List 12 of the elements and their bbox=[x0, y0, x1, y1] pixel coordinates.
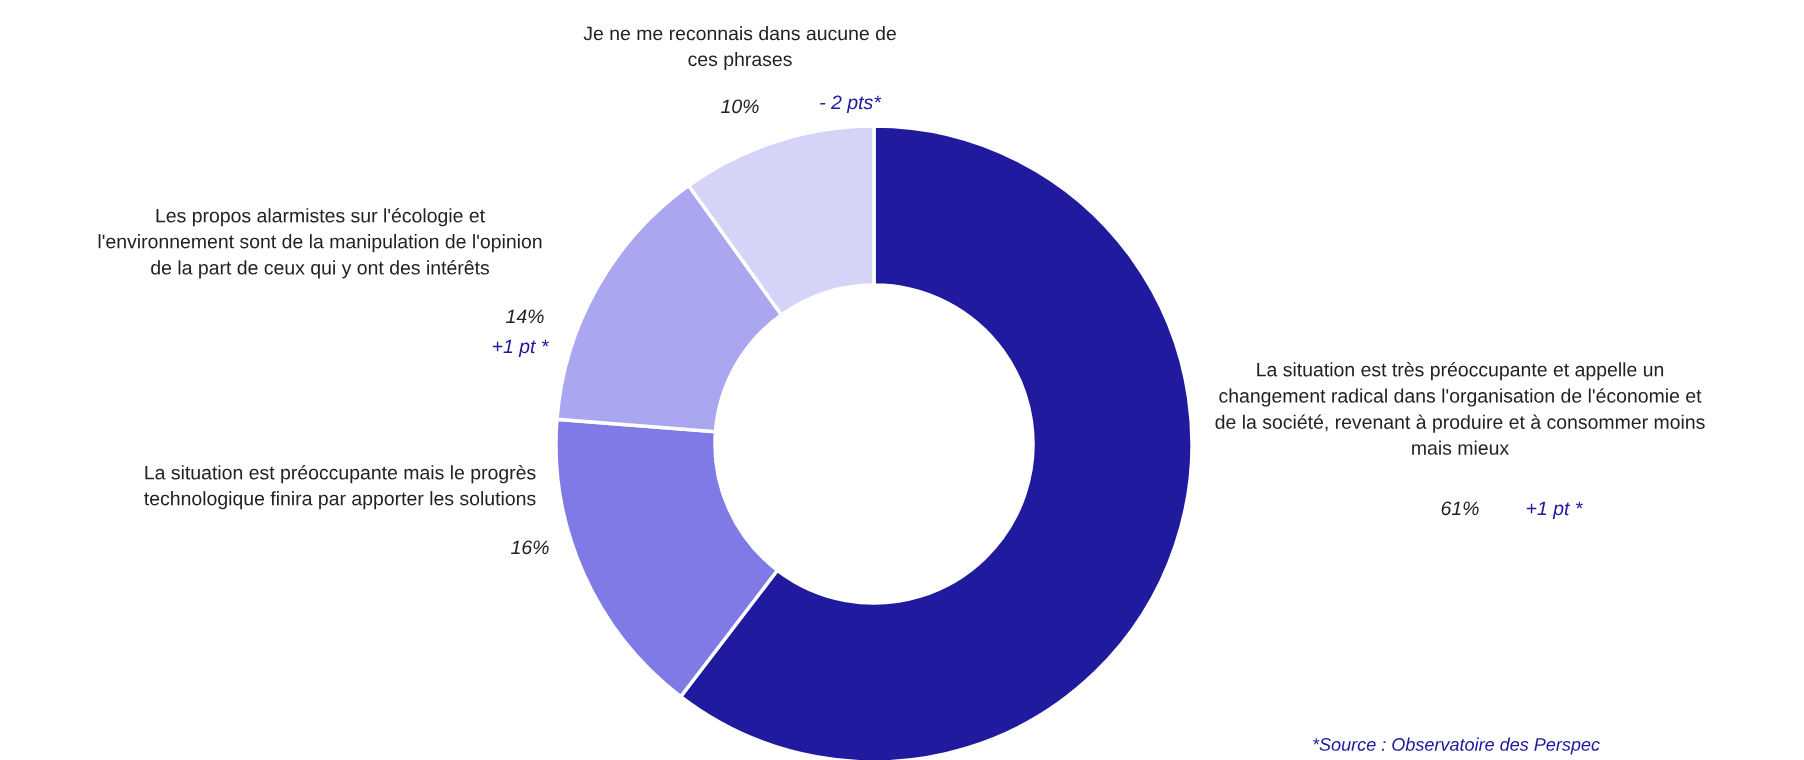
slice-label: La situation est très préoccupante et appelle un changement radical dans l'organisation de l'économie et de la société, revenant à produire et à consommer moins mais mieux bbox=[1215, 362, 1705, 455]
text: +1 pt * bbox=[1526, 501, 1583, 520]
text: - 2 pts* bbox=[820, 95, 882, 114]
text: *Source : Observatoire des Perspec bbox=[1313, 737, 1600, 755]
data-label: 61% bbox=[1441, 501, 1479, 516]
slice-label: Les propos alarmistes sur l'écologie et l'environnement sont de la manipulation de l'opinion de la part de ceux qui y ont des intérêts bbox=[98, 208, 542, 279]
text: +1 pt * bbox=[492, 339, 549, 358]
data-label: 14% bbox=[506, 309, 544, 324]
slice-label: Je ne me reconnais dans aucune de ces phrases bbox=[583, 26, 896, 70]
data-label: 10% bbox=[721, 99, 759, 114]
slice-label: La situation est préoccupante mais le progrès technologique finira par apporter les solutions bbox=[144, 465, 536, 510]
data-label: 16% bbox=[511, 540, 549, 555]
